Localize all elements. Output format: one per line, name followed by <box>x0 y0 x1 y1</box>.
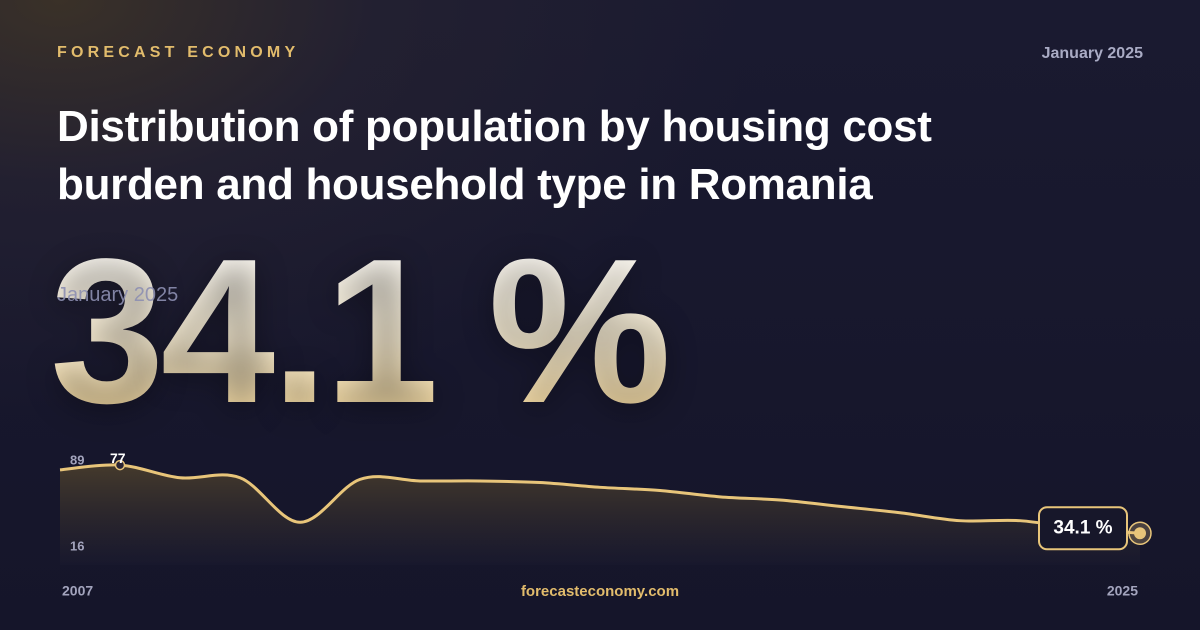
x-tick-label: 2007 <box>62 583 93 599</box>
headline-date: January 2025 <box>57 284 179 306</box>
footer: forecasteconomy.com <box>520 583 680 600</box>
callout-box <box>1038 506 1128 551</box>
y-tick-label: 89 <box>70 452 84 467</box>
end-marker <box>1134 527 1146 540</box>
callout-label: 34.1 % <box>1053 517 1112 538</box>
area-fill <box>60 464 1140 565</box>
title: Distribution of population by housing co… <box>57 102 932 209</box>
peak-marker <box>114 459 126 471</box>
peak-label: 77 <box>110 450 126 466</box>
x-tick-label: 2025 <box>1107 583 1138 599</box>
headline-value: 34.1 % <box>50 216 671 446</box>
line <box>59 463 1141 535</box>
date: January 2025 <box>1041 45 1143 62</box>
brand: FORECAST ECONOMY <box>57 44 300 61</box>
y-tick-label: 16 <box>70 538 84 553</box>
